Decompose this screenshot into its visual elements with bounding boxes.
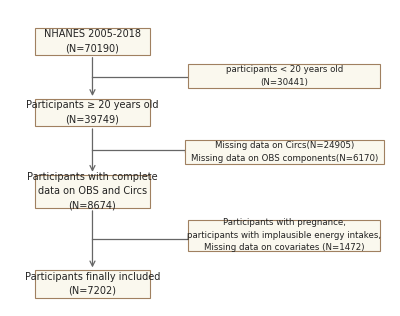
FancyBboxPatch shape bbox=[185, 140, 384, 164]
FancyBboxPatch shape bbox=[35, 99, 150, 126]
FancyBboxPatch shape bbox=[35, 270, 150, 298]
FancyBboxPatch shape bbox=[35, 27, 150, 55]
Text: Missing data on Circs(N=24905)
Missing data on OBS components(N=6170): Missing data on Circs(N=24905) Missing d… bbox=[191, 141, 378, 163]
Text: NHANES 2005-2018
(N=70190): NHANES 2005-2018 (N=70190) bbox=[44, 29, 141, 53]
FancyBboxPatch shape bbox=[35, 175, 150, 208]
Text: Participants ≥ 20 years old
(N=39749): Participants ≥ 20 years old (N=39749) bbox=[26, 100, 159, 125]
Text: Participants finally included
(N=7202): Participants finally included (N=7202) bbox=[25, 272, 160, 296]
FancyBboxPatch shape bbox=[188, 64, 380, 88]
Text: Participants with complete
data on OBS and Circs
(N=8674): Participants with complete data on OBS a… bbox=[27, 172, 158, 210]
Text: Participants with pregnance,
participants with implausible energy intakes,
Missi: Participants with pregnance, participant… bbox=[188, 218, 382, 252]
FancyBboxPatch shape bbox=[188, 220, 380, 251]
Text: participants < 20 years old
(N=30441): participants < 20 years old (N=30441) bbox=[226, 65, 343, 87]
